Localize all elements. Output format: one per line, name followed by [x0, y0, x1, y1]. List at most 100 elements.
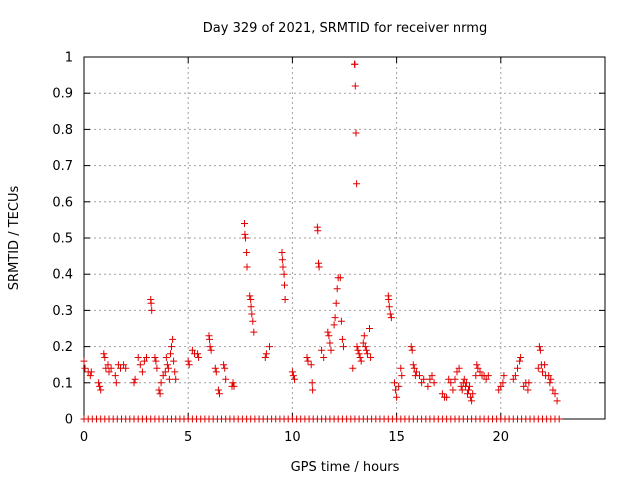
data-point: [111, 372, 119, 380]
y-tick-label: 0.2: [52, 340, 73, 355]
data-point: [426, 375, 434, 383]
data-point: [511, 372, 519, 380]
data-point: [397, 364, 405, 372]
y-tick-label: 0: [65, 413, 73, 428]
y-tick-label: 0.6: [52, 195, 73, 210]
data-point: [315, 259, 322, 267]
data-point: [112, 379, 120, 387]
data-point: [525, 379, 533, 387]
data-point: [161, 368, 169, 376]
data-point: [469, 390, 477, 398]
data-point: [349, 364, 357, 372]
data-point: [212, 368, 220, 376]
y-tick-label: 0.1: [52, 376, 73, 391]
data-point: [337, 317, 345, 325]
data-point: [163, 361, 171, 369]
data-point: [194, 350, 202, 358]
tick-labels: 00.10.20.30.40.50.60.70.80.910 5 10 15 20: [52, 51, 509, 446]
data-point: [314, 227, 322, 235]
data-point: [354, 346, 362, 354]
data-point: [333, 285, 341, 293]
data-point: [409, 361, 417, 369]
data-point: [410, 364, 418, 372]
data-point: [387, 314, 395, 322]
data-point: [315, 263, 323, 271]
data-point: [545, 372, 553, 380]
data-point: [361, 343, 369, 351]
data-point: [262, 350, 270, 358]
data-point: [465, 386, 472, 394]
data-point: [455, 364, 463, 372]
data-point: [385, 303, 393, 311]
data-point: [500, 372, 508, 380]
y-tick-label: 0.3: [52, 304, 73, 319]
data-point: [445, 375, 453, 383]
data-point: [159, 372, 167, 380]
data-point: [206, 335, 213, 343]
data-point: [324, 328, 332, 336]
y-tick-label: 1: [65, 51, 73, 66]
data-point: [101, 354, 109, 361]
data-point: [472, 372, 480, 380]
data-point: [211, 364, 219, 372]
data-point: [541, 361, 549, 369]
data-point: [167, 350, 174, 358]
data-point: [395, 382, 403, 390]
data-point: [247, 303, 255, 311]
data-point: [325, 332, 333, 340]
data-point: [509, 375, 517, 383]
data-point: [136, 361, 144, 369]
x-tick-label: 5: [184, 430, 192, 445]
data-point: [97, 386, 105, 394]
data-point: [353, 180, 361, 188]
data-point: [535, 343, 543, 351]
data-point-zero: [555, 415, 563, 423]
data-point: [288, 368, 296, 376]
data-points: [80, 60, 563, 423]
data-point: [468, 397, 476, 405]
data-point: [462, 379, 470, 387]
data-point: [359, 339, 367, 347]
y-tick-label: 0.5: [52, 232, 73, 247]
data-point: [385, 296, 393, 303]
data-point: [451, 375, 459, 383]
data-point: [122, 364, 130, 372]
data-point: [520, 382, 528, 390]
data-point: [386, 310, 394, 318]
data-point: [147, 299, 155, 307]
data-point: [330, 321, 338, 329]
data-point: [104, 361, 112, 369]
data-point: [162, 354, 170, 361]
data-point: [171, 368, 179, 376]
data-point: [250, 328, 258, 336]
data-point: [360, 332, 368, 340]
data-point: [291, 375, 298, 383]
data-point: [412, 368, 420, 376]
data-point: [327, 346, 335, 354]
data-point: [307, 361, 315, 369]
data-point: [246, 292, 254, 300]
data-point: [517, 354, 525, 361]
data-point: [289, 372, 297, 380]
data-point: [279, 263, 287, 271]
data-point: [247, 296, 255, 303]
data-point: [407, 343, 415, 351]
data-point: [482, 375, 490, 383]
data-point: [474, 364, 482, 372]
data-point: [249, 317, 257, 325]
data-point: [536, 346, 544, 354]
data-point: [243, 249, 251, 256]
data-point: [351, 82, 359, 90]
data-point: [553, 397, 561, 405]
data-point: [278, 256, 286, 264]
data-point: [516, 357, 524, 365]
data-point: [261, 354, 269, 361]
data-point: [546, 379, 554, 387]
data-point: [367, 354, 375, 361]
data-point: [497, 382, 505, 390]
data-point: [86, 372, 94, 380]
data-point: [130, 379, 138, 387]
data-point: [352, 129, 360, 137]
y-tick-label: 0.8: [52, 123, 73, 138]
data-point: [172, 375, 180, 383]
